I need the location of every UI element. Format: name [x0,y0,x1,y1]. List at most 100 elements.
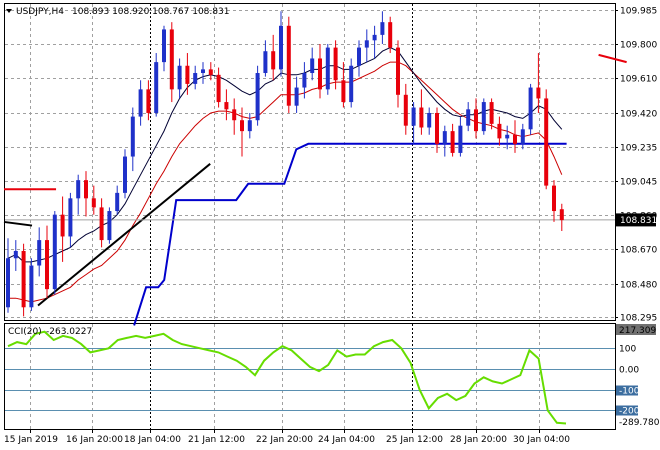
bear-candle [240,120,244,132]
level-segment [598,53,627,64]
time-tick-label: 21 Jan 12:00 [188,435,245,445]
bear-candle [286,25,291,106]
cci-bottom-label: -289.7806 [619,418,660,428]
ohlc-label: 108.893 108.920 108.767 108.831 [72,7,229,17]
bear-candle [536,87,541,99]
cci-grid [30,324,540,429]
price-tick-label: 109.985 [620,7,657,17]
bull-candle [154,62,159,113]
price-tick-label: 108.670 [620,246,657,256]
time-tick-label: 22 Jan 20:00 [256,435,313,445]
bull-candle [310,58,315,74]
time-tick-label: 16 Jan 20:00 [66,435,123,445]
bull-candle [372,34,377,41]
bear-candle [208,69,213,75]
bull-candle [349,65,354,103]
bull-candle [380,22,385,35]
bear-candle [388,22,393,48]
bull-candle [76,180,81,199]
bear-candle [341,80,346,103]
bull-candle [247,120,252,132]
cci-title: CCI(20) [8,327,42,337]
cci-plot-frame [4,323,616,430]
bull-candle [107,211,112,241]
price-tick-label: 109.800 [620,41,657,51]
bull-candle [528,87,533,130]
bull-candle [6,258,10,308]
bull-candle [357,47,361,66]
bull-candle [201,69,205,74]
cci-header: CCI(20) -263.0227 [8,327,92,337]
current-price-label: 108.831 [620,216,657,226]
bull-candle [123,156,127,193]
bull-candle [130,116,135,157]
bear-candle [21,250,26,308]
bull-candle [29,265,34,308]
bull-candle [427,112,432,128]
bull-candle [162,29,166,63]
symbol-label: USDJPY,H4 [16,7,64,17]
bear-candle [544,98,549,186]
bull-candle [364,40,369,48]
bear-candle [318,58,322,90]
bear-candle [396,47,400,95]
time-tick-label: 15 Jan 2019 [4,435,58,445]
bull-candle [68,198,73,237]
trailing-stop-line [133,142,567,326]
bull-candle [52,214,57,290]
bear-candle [489,102,494,124]
cci-level-marker [616,385,638,396]
bull-candle [193,73,198,84]
time-tick-label: 30 Jan 04:00 [513,435,570,445]
main-plot-frame [4,3,616,321]
time-axis[interactable]: 15 Jan 2019 16 Jan 20:00 18 Jan 04:00 21 Ja… [4,429,570,445]
bull-candle [37,240,42,266]
bear-candle [224,102,229,110]
bear-candle [232,109,237,121]
bear-candle [271,51,276,70]
time-tick-label: 25 Jan 12:00 [386,435,443,445]
price-tick-label: 108.295 [620,314,657,324]
cci-axis[interactable]: 100 0.00 -100 -200 [616,345,640,417]
current-price-box: 108.831 [616,213,657,227]
trendline [37,163,211,307]
cci-level-label: -100 [619,387,640,397]
cci-level-label: 100 [619,345,636,355]
bull-candle [294,87,299,106]
dropdown-triangle-icon[interactable] [6,9,12,13]
bear-candle [45,240,49,290]
price-tick-label: 109.235 [620,144,657,154]
bull-candle [520,129,525,144]
cci-level-label: -200 [619,407,640,417]
bull-candle [411,107,416,126]
bear-candle [403,94,408,126]
bear-candle [450,131,455,153]
bear-candle [419,107,424,128]
cci-overlays [5,330,615,425]
main-grid [5,4,615,320]
bull-candle [466,109,471,126]
bear-candle [559,209,564,221]
time-tick-label: 28 Jan 20:00 [450,435,507,445]
bear-candle [474,109,478,132]
bull-candle [505,134,510,139]
bull-candle [302,73,307,88]
bull-candle [458,125,463,153]
candles [6,11,564,317]
bull-candle [263,51,268,74]
bear-candle [146,89,151,113]
price-tick-label: 109.610 [620,75,657,85]
bear-candle [99,207,104,241]
cci-value: -263.0227 [46,327,92,337]
price-tick-label: 109.420 [620,110,657,120]
bear-candle [497,123,502,139]
bull-candle [177,65,182,90]
cci-level-marker [616,405,638,416]
cci-line [7,330,567,425]
time-tick-label: 18 Jan 04:00 [124,435,181,445]
price-tick-label: 109.045 [620,178,657,188]
bull-candle [442,131,447,144]
chart-header: USDJPY,H4 108.893 108.920 108.767 108.83… [6,7,229,17]
bear-candle [169,29,174,90]
